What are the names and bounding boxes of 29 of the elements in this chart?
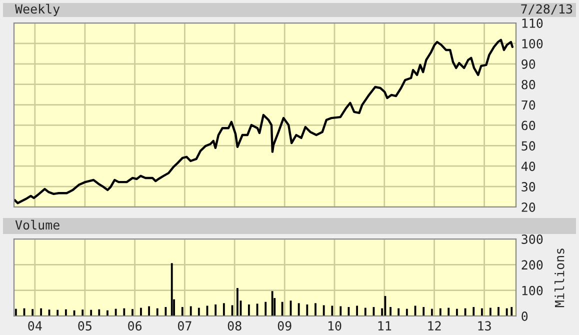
y-axis-title: Millions [554,248,564,308]
y-tick-label: 0 [522,312,528,321]
y-tick-label: 70 [522,100,536,110]
line-series [14,38,514,204]
x-tick-label: 11 [378,321,392,330]
y-tick-label: 100 [522,286,543,296]
y-tick-label: 100 [522,38,543,48]
y-tick-label: 30 [522,182,536,192]
x-tick-label: 06 [128,321,142,331]
x-tick-label: 10 [328,321,342,331]
x-tick-label: 13 [478,321,491,331]
y-tick-label: 90 [522,59,536,69]
x-tick-label: 12 [428,321,441,330]
y-tick-label: 80 [522,80,536,90]
chart-title: Volume [15,220,60,230]
x-tick-label: 08 [228,321,242,331]
y-tick-label: 300 [522,234,543,244]
y-tick-label: 20 [522,202,536,212]
x-tick-label: 09 [278,321,292,331]
y-tick-label: 40 [521,162,536,172]
y-tick-label: 60 [522,120,536,130]
chart-title: Weekly [15,4,60,16]
text: 7/28/13 [521,4,572,15]
y-tick-label: 110 [522,18,543,28]
y-tick-label: 50 [522,141,536,151]
x-tick-label: 05 [78,321,92,331]
y-tick-label: 200 [522,260,543,270]
x-tick-label: 04 [28,321,42,331]
x-tick-label: 07 [178,321,192,331]
